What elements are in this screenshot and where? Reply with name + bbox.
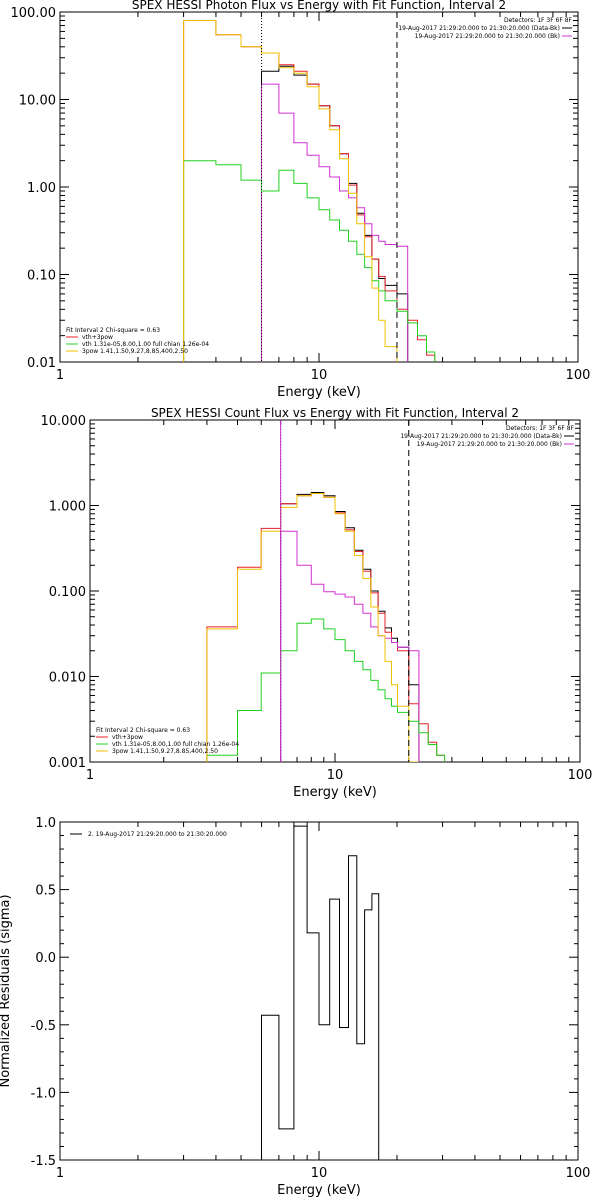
series-group [261,825,380,1160]
series-line-1 [261,825,380,1160]
y-tick-label: -1.5 [31,1154,56,1169]
x-axis-title: Energy (keV) [277,1183,361,1198]
x-tick-label: 100 [568,768,593,783]
panel-2: SPEX HESSI Count Flux vs Energy with Fit… [41,406,593,800]
series-line-1 [261,65,409,362]
legend-top-entry: 19-Aug-2017 21:29:20.000 to 21:30:20.000… [417,441,562,448]
legend-bottom-title: Fit Interval 2 Chi-square = 0.63 [96,727,190,734]
y-tick-label: -1.0 [31,1086,56,1101]
series-line-5 [183,20,409,362]
legend-bottom-entry: vth+3pow [112,734,143,741]
x-tick-label: 100 [566,368,591,383]
x-tick-label: 1 [56,368,64,383]
y-tick-label: 1.00 [27,181,56,196]
y-tick-label: 0.10 [27,269,56,284]
legend-bottom-entry: vth+3pow [82,334,113,341]
y-tick-label: 1.0 [35,816,56,831]
y-tick-label: 10.00 [19,94,56,109]
x-tick-label: 10 [311,368,328,383]
x-axis-title: Energy (keV) [293,785,377,800]
series-line-3 [261,83,409,362]
x-tick-label: 10 [311,1166,328,1181]
x-tick-label: 10 [327,768,344,783]
legend-top-title: Detectors: 1F 3F 6F 8F [504,17,573,24]
legend-top-entry: 19-Aug-2017 21:29:20.000 to 21:30:20.000… [400,433,562,440]
chart-title: SPEX HESSI Count Flux vs Energy with Fit… [151,406,519,420]
x-axis-title: Energy (keV) [277,385,361,400]
y-axis-title: Normalized Residuals (sigma) [0,894,13,1087]
legend-top-entry: 19-Aug-2017 21:29:20.000 to 21:30:20.000… [398,25,560,32]
x-tick-label: 1 [56,1166,64,1181]
legend-bottom-entry: vth 1.31e-05,8.00,1.00 full chian 1.26e-… [112,741,239,748]
y-tick-label: 10.000 [41,414,87,429]
legend-top-entry: 19-Aug-2017 21:29:20.000 to 21:30:20.000… [415,33,560,40]
panel-1: SPEX HESSI Photon Flux vs Energy with Fi… [11,0,591,400]
legend-top-entry: 2. 19-Aug-2017 21:29:20.000 to 21:30:20.… [88,831,227,838]
series-group [183,20,436,362]
series-line-3 [280,530,420,762]
chart-title: SPEX HESSI Photon Flux vs Energy with Fi… [132,0,506,12]
legend-top-title: Detectors: 1F 3F 6F 8F [506,425,575,432]
y-tick-label: 0.0 [35,951,56,966]
series-line-4 [183,160,436,362]
panel-3: 1 10 100 -1.5 -1.0 -0.5 0.0 0.5 1.0 Energy (keV) N… [0,816,590,1198]
legend-bottom-entry: 3pow 1.41,1.50,9.27,8.85,400,2.50 [112,748,218,755]
series-line-5 [206,493,419,762]
y-tick-label: 0.001 [49,756,86,771]
legend-bottom-title: Fit Interval 2 Chi-square = 0.63 [66,327,160,334]
y-tick-label: 100.00 [11,6,57,21]
x-tick-label: 100 [566,1166,591,1181]
y-tick-label: 0.5 [35,884,56,899]
y-tick-label: 0.010 [49,671,86,686]
legend-bottom-entry: vth 1.31e-05,8.00,1.00 full chian 1.26e-… [82,341,209,348]
y-tick-label: 0.01 [27,356,56,371]
y-tick-label: -0.5 [31,1019,56,1034]
plot-frame [89,419,581,763]
plot-frame [59,11,579,363]
y-tick-label: 1.000 [49,500,86,515]
y-tick-label: 0.100 [49,585,86,600]
series-line-1 [280,492,420,762]
x-tick-label: 1 [86,768,94,783]
legend-bottom-entry: 3pow 1.41,1.50,9.27,8.85,400,2.50 [82,348,188,355]
